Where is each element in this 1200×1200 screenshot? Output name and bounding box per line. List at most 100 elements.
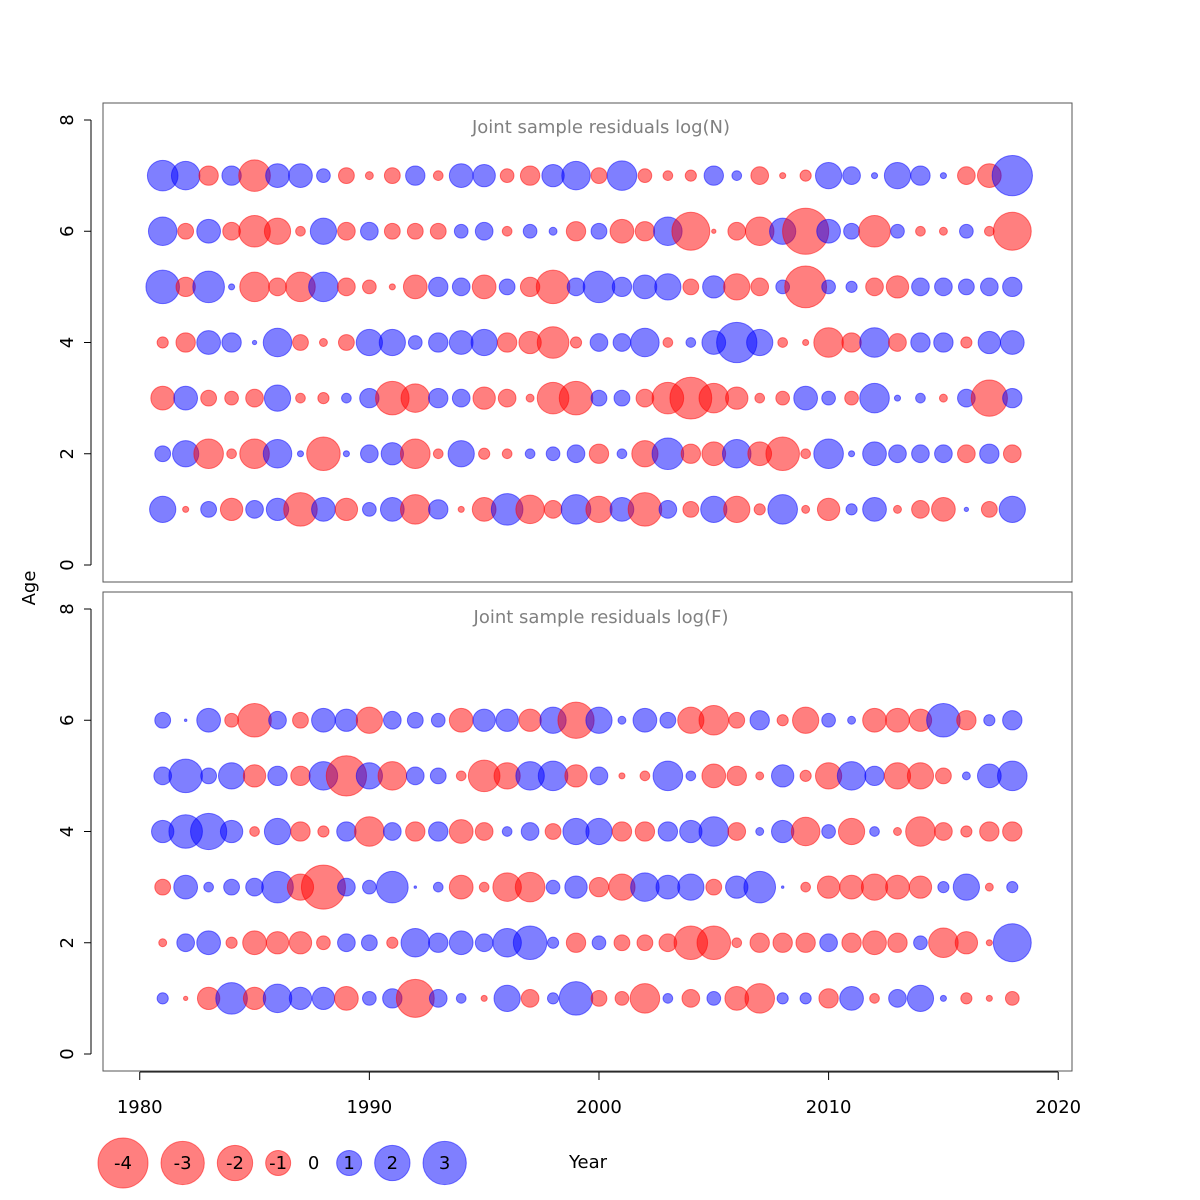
bubble: [150, 385, 176, 411]
bubble: [837, 817, 866, 846]
bubble: [156, 336, 169, 349]
x-tick-label: 1990: [346, 1097, 392, 1118]
bubble: [885, 874, 910, 900]
bubble: [362, 502, 377, 517]
bubble: [406, 222, 424, 240]
bubble: [698, 816, 730, 847]
bubble: [177, 222, 195, 240]
bubble: [544, 823, 562, 840]
bubble: [819, 933, 838, 953]
bubble: [654, 273, 682, 301]
bubble: [911, 500, 930, 519]
bubble: [196, 330, 221, 355]
bubble: [983, 714, 996, 727]
bubble: [498, 278, 516, 296]
bubble: [237, 702, 272, 738]
bubble: [377, 761, 408, 791]
bubble: [957, 278, 975, 296]
bubble: [566, 444, 586, 464]
bubble: [405, 821, 426, 842]
bubble: [933, 332, 954, 353]
legend-bubble: [160, 1140, 205, 1186]
bubble: [262, 983, 293, 1014]
bubble: [630, 872, 660, 902]
bubble: [845, 503, 858, 516]
bubble: [589, 766, 609, 786]
bubble: [609, 218, 635, 244]
bubble: [518, 708, 542, 732]
bubble: [590, 222, 608, 240]
bubble: [617, 715, 627, 725]
bubble: [311, 497, 336, 522]
bubble: [147, 216, 178, 247]
bubble: [472, 163, 496, 188]
bubble: [860, 873, 889, 901]
bubble: [934, 277, 953, 297]
bubble: [845, 280, 858, 293]
bubble: [821, 390, 836, 406]
bubble: [448, 707, 474, 733]
bubble: [590, 167, 608, 185]
bubble: [470, 328, 498, 357]
legend-label: 0: [308, 1153, 319, 1174]
bubble: [546, 992, 560, 1005]
bubble: [883, 162, 912, 190]
bubble: [376, 870, 409, 904]
bubble: [308, 271, 339, 303]
bubble: [499, 168, 515, 183]
bubble: [428, 332, 449, 353]
bubble: [478, 881, 490, 893]
legend-bubble: [216, 1144, 254, 1182]
bubble: [799, 169, 812, 182]
bubble: [306, 436, 341, 472]
bubble: [671, 211, 711, 251]
bubble: [839, 986, 864, 1011]
bubble: [501, 826, 513, 837]
bubble: [777, 337, 789, 348]
bubble: [382, 710, 402, 730]
bubble: [360, 934, 378, 952]
bubble: [242, 930, 267, 956]
bubble: [292, 711, 309, 729]
bubble: [928, 927, 959, 959]
bubble: [565, 221, 587, 242]
bubble: [799, 992, 812, 1005]
bubble: [696, 925, 732, 961]
bubble: [985, 994, 993, 1002]
bubble: [251, 339, 258, 346]
bubble: [193, 438, 224, 470]
bubble: [501, 448, 513, 460]
bubble: [931, 497, 956, 522]
bubble: [400, 927, 431, 958]
bubble: [893, 504, 902, 514]
bubble: [225, 936, 238, 949]
bubble: [1002, 821, 1023, 842]
bubble: [731, 170, 743, 181]
bubble: [399, 438, 431, 470]
bubble: [566, 277, 586, 297]
bubble: [175, 332, 196, 353]
bubble: [585, 706, 613, 734]
bubble: [478, 447, 491, 460]
bubble: [682, 278, 700, 296]
bubble: [239, 271, 270, 303]
bubble: [183, 718, 188, 722]
bubble: [224, 712, 239, 728]
bubble: [893, 394, 902, 402]
bubble: [501, 225, 513, 237]
x-tick-label: 2000: [576, 1097, 622, 1118]
bubble: [388, 283, 396, 291]
y-axis-label: Age: [19, 571, 40, 606]
bubble: [910, 332, 931, 353]
bubble: [173, 874, 199, 900]
bubble: [242, 986, 267, 1011]
bubble: [1006, 881, 1019, 894]
bubble: [970, 379, 1008, 417]
bubble: [677, 873, 705, 901]
bubble: [888, 333, 907, 352]
bubble: [816, 875, 841, 899]
bubble: [182, 505, 190, 513]
bubble: [957, 166, 976, 185]
bubble: [992, 923, 1032, 963]
bubble: [536, 326, 570, 359]
